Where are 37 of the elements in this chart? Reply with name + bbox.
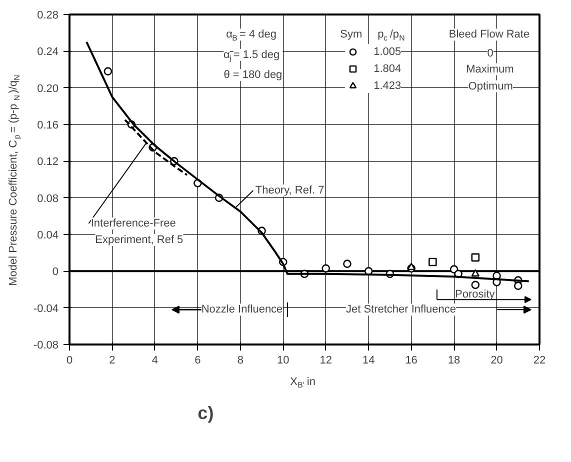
x-tick-label: 0 [66,354,73,366]
y-tick-label: 0.04 [37,230,59,242]
annotation: Interference-Free Experiment, Ref 5 [90,218,184,246]
y-tick-label: 0.20 [37,82,59,95]
x-tick-label: 20 [490,354,503,366]
y-tick-label: -0.04 [33,302,59,315]
annotation: Nozzle Influence [201,304,283,316]
annotation: Porosity [455,288,496,301]
x-tick-label: 16 [405,354,418,366]
y-tick-label: 0 [52,266,59,278]
annotation: Sym [340,28,362,41]
x-tick-label: 12 [320,354,332,366]
y-tick-label: 0.24 [37,46,59,58]
annotation: 0 [487,47,494,60]
annotation: θ = 180 deg [224,69,282,81]
annotation: Jet Stretcher Influence [346,304,456,316]
annotation: Maximum [466,63,514,76]
y-tick-label: 0.16 [37,120,59,132]
x-tick-label: 8 [237,354,244,366]
y-tick-label: 0.28 [37,10,59,22]
annotation: Optimum [468,80,513,92]
x-tick-label: 10 [277,354,290,366]
x-tick-label: 22 [533,354,546,366]
x-tick-label: 14 [362,354,375,366]
legend-label: 1.423 [374,78,402,94]
legend-label: 1.804 [374,62,402,76]
y-tick-label: 0.08 [37,192,59,205]
y-tick-label: -0.08 [33,340,59,352]
x-tick-label: 2 [109,354,116,366]
x-tick-label: 18 [448,354,460,366]
annotation: Theory, Ref. 7 [255,184,324,196]
legend-label: 1.005 [374,44,402,60]
x-tick-label: 4 [152,354,158,366]
y-tick-label: 0.12 [37,156,59,168]
x-tick-label: 6 [194,354,201,366]
annotation: Bleed Flow Rate [448,28,530,41]
text: c) [198,402,214,423]
